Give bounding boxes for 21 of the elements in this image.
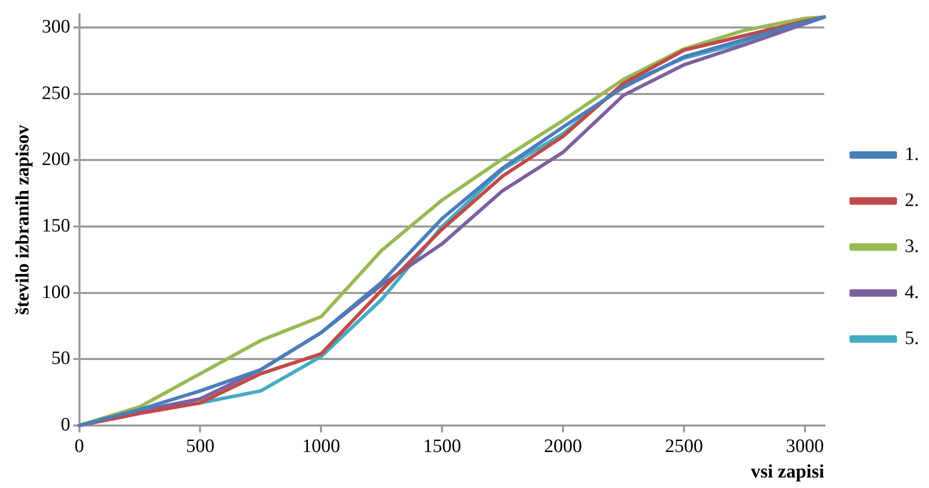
y-tick-label: 300 — [42, 16, 70, 38]
x-tick-label: 3000 — [786, 436, 824, 457]
legend-label: 5. — [904, 328, 919, 349]
y-tick-label: 250 — [42, 82, 70, 104]
x-tick-label: 1000 — [302, 436, 340, 457]
legend-label: 3. — [904, 236, 919, 257]
x-tick-label: 1500 — [423, 436, 462, 457]
y-tick-label: 100 — [42, 282, 70, 303]
x-tick-label: 2500 — [664, 436, 703, 457]
legend-label: 1. — [904, 144, 919, 165]
x-tick-label: 2000 — [544, 436, 582, 457]
y-tick-label: 150 — [42, 216, 70, 237]
x-tick-label: 0 — [74, 436, 84, 457]
legend-label: 2. — [904, 190, 919, 211]
y-axis-title: število izbranih zapisov — [12, 124, 34, 315]
y-tick-label: 200 — [42, 149, 70, 170]
x-tick-label: 500 — [186, 436, 214, 457]
y-tick-label: 0 — [60, 414, 70, 436]
x-axis-title: vsi zapisi — [750, 462, 824, 483]
legend-label: 4. — [904, 282, 919, 303]
y-tick-label: 50 — [51, 348, 70, 370]
